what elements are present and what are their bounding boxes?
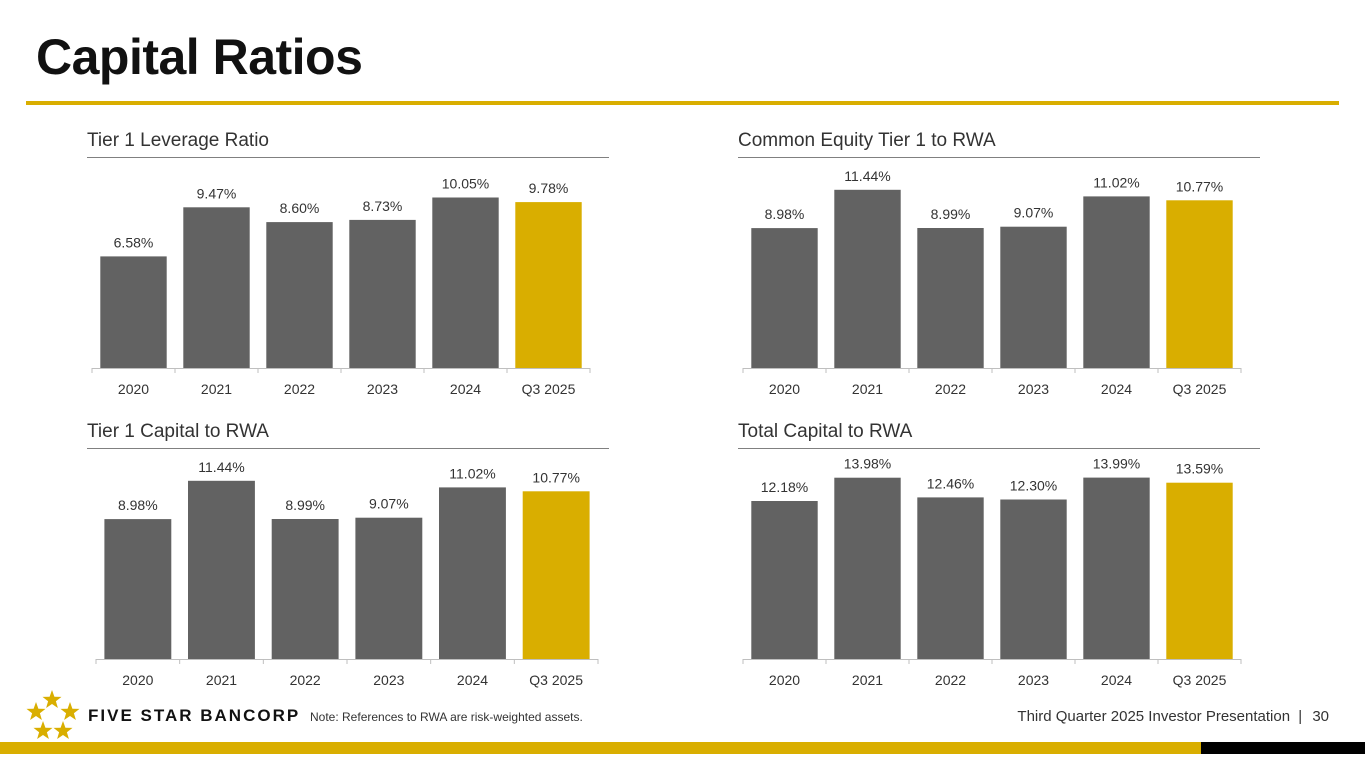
- category-label: 2021: [201, 381, 232, 397]
- category-label: 2022: [935, 672, 966, 688]
- data-label: 9.07%: [369, 496, 409, 512]
- footer-presentation-info: Third Quarter 2025 Investor Presentation…: [1017, 708, 1329, 725]
- bar-chart: 6.58% 2020 9.47% 2021 8.60% 2022 8.73% 2023 10.0…: [91, 176, 591, 397]
- data-label: 8.60%: [280, 200, 320, 216]
- category-label: 2022: [290, 672, 321, 688]
- chart-title-divider: [87, 157, 609, 158]
- bar-2023: [1000, 226, 1067, 368]
- category-label: 2021: [206, 672, 237, 688]
- bar-chart: 12.18% 2020 13.98% 2021 12.46% 2022 12.30% 2023…: [742, 456, 1242, 688]
- data-label: 8.73%: [363, 198, 403, 214]
- category-label: 2021: [852, 381, 883, 397]
- bar-q3-2025: [1166, 200, 1233, 368]
- bar-2022: [266, 222, 333, 368]
- bar-q3-2025: [1166, 482, 1233, 659]
- page-number: 30: [1312, 708, 1329, 725]
- bar-chart: 8.98% 2020 11.44% 2021 8.99% 2022 9.07% 2023 11.…: [95, 459, 599, 688]
- bar-2020: [751, 228, 818, 368]
- bar-2023: [355, 517, 423, 659]
- bottom-black-bar: [1201, 742, 1365, 754]
- category-label: Q3 2025: [529, 672, 583, 688]
- bar-2021: [834, 189, 901, 368]
- data-label: 11.44%: [198, 459, 244, 475]
- data-label: 13.99%: [1093, 456, 1140, 472]
- bar-2022: [917, 497, 984, 659]
- bar-2024: [432, 197, 499, 368]
- bar-2021: [834, 477, 901, 659]
- presentation-name: Third Quarter 2025 Investor Presentation: [1017, 708, 1291, 725]
- data-label: 8.99%: [285, 497, 325, 513]
- data-label: 13.59%: [1176, 461, 1223, 477]
- bar-2024: [439, 487, 506, 659]
- category-label: 2024: [1101, 381, 1132, 397]
- category-label: 2023: [1018, 381, 1049, 397]
- category-label: 2021: [852, 672, 883, 688]
- data-label: 9.78%: [529, 180, 569, 196]
- data-label: 11.02%: [1093, 174, 1139, 190]
- bar-2020: [751, 501, 818, 659]
- category-label: 2023: [1018, 672, 1049, 688]
- bar-q3-2025: [515, 202, 582, 368]
- brand-name: FIVE STAR BANCORP: [88, 706, 301, 725]
- data-label: 10.05%: [442, 176, 489, 192]
- data-label: 12.30%: [1010, 478, 1057, 494]
- chart-title-divider: [87, 448, 609, 449]
- bar-2022: [917, 228, 984, 368]
- data-label: 11.44%: [844, 168, 890, 184]
- data-label: 6.58%: [114, 234, 154, 250]
- bar-chart: 8.98% 2020 11.44% 2021 8.99% 2022 9.07% 2023 11.…: [742, 168, 1242, 397]
- category-label: Q3 2025: [1173, 381, 1227, 397]
- category-label: 2020: [122, 672, 153, 688]
- category-label: 2024: [457, 672, 488, 688]
- five-stars-logo-icon: [26, 690, 80, 739]
- category-label: 2023: [373, 672, 404, 688]
- data-label: 9.07%: [1014, 205, 1054, 221]
- data-label: 9.47%: [197, 185, 237, 201]
- footer-separator: |: [1298, 708, 1303, 725]
- data-label: 13.98%: [844, 456, 891, 472]
- bar-2023: [349, 219, 416, 368]
- category-label: 2020: [118, 381, 149, 397]
- data-label: 12.46%: [927, 475, 974, 491]
- data-label: 11.02%: [449, 465, 495, 481]
- page-title: Capital Ratios: [36, 29, 363, 85]
- chart-title: Tier 1 Leverage Ratio: [87, 130, 270, 151]
- title-divider: [26, 101, 1339, 105]
- data-label: 8.98%: [118, 497, 158, 513]
- footnote: Note: References to RWA are risk-weighte…: [310, 710, 583, 724]
- chart-title: Total Capital to RWA: [738, 421, 913, 442]
- data-label: 8.98%: [765, 206, 805, 222]
- category-label: 2023: [367, 381, 398, 397]
- bar-2022: [271, 519, 339, 659]
- category-label: 2020: [769, 381, 800, 397]
- category-label: 2020: [769, 672, 800, 688]
- data-label: 12.18%: [761, 479, 808, 495]
- category-label: 2022: [935, 381, 966, 397]
- category-label: Q3 2025: [1173, 672, 1227, 688]
- bottom-accent-bar: [0, 742, 1201, 754]
- category-label: 2022: [284, 381, 315, 397]
- bar-2020: [100, 256, 167, 368]
- chart-title: Common Equity Tier 1 to RWA: [738, 130, 996, 151]
- bar-2023: [1000, 499, 1067, 659]
- bar-2024: [1083, 196, 1150, 368]
- chart-title: Tier 1 Capital to RWA: [87, 421, 269, 442]
- chart-title-divider: [738, 157, 1260, 158]
- data-label: 8.99%: [931, 206, 971, 222]
- data-label: 10.77%: [532, 469, 579, 485]
- bar-2021: [188, 480, 255, 659]
- chart-title-divider: [738, 448, 1260, 449]
- bar-2021: [183, 207, 250, 368]
- bar-2024: [1083, 477, 1150, 659]
- bar-2020: [104, 519, 172, 659]
- category-label: 2024: [450, 381, 481, 397]
- data-label: 10.77%: [1176, 178, 1223, 194]
- category-label: 2024: [1101, 672, 1132, 688]
- bar-q3-2025: [522, 491, 590, 659]
- category-label: Q3 2025: [522, 381, 576, 397]
